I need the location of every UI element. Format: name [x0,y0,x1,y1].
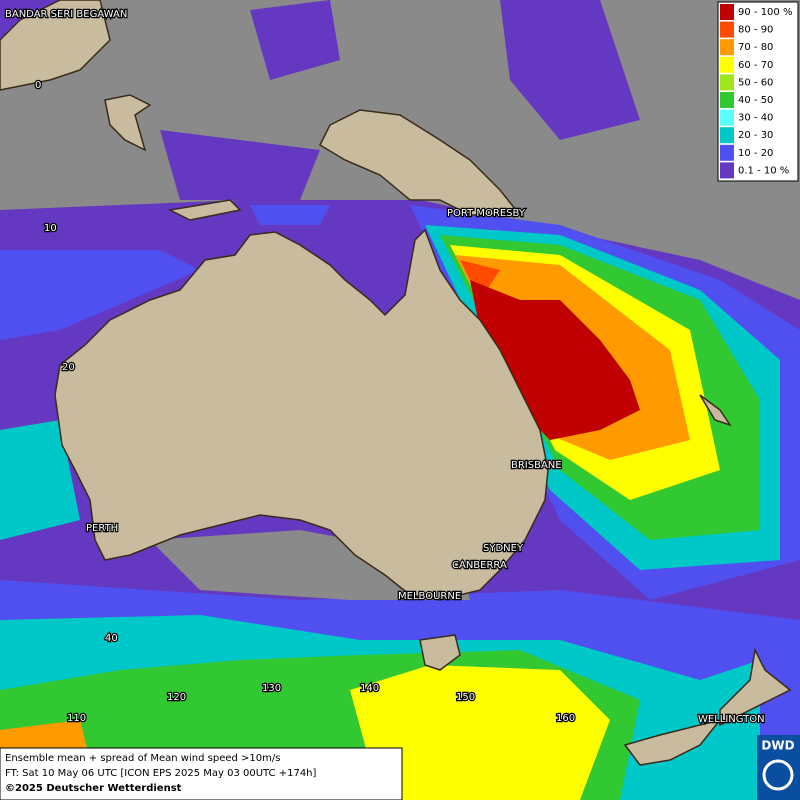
legend-label: 60 - 70 [738,60,773,71]
legend-swatch [720,92,734,108]
legend-label: 40 - 50 [738,95,773,106]
wind-area [250,205,330,225]
grid-label: 130 [262,683,281,694]
city-label: BRISBANE [511,460,562,471]
grid-label: 110 [67,713,86,724]
island [167,199,242,221]
grid-label: 10 [44,223,57,234]
wind-area [470,280,640,440]
city-label: SYDNEY [483,543,524,554]
legend-label: 90 - 100 % [738,7,792,18]
legend-label: 80 - 90 [738,25,773,36]
grid-label: 120 [167,692,186,703]
legend-swatch [720,39,734,56]
legend-swatch [720,127,734,144]
city-label: CANBERRA [452,560,507,571]
legend: 90 - 100 % 80 - 90 70 - 80 60 - 70 50 - 60 40… [717,1,799,182]
footer-line: FT: Sat 10 May 06 UTC [ICON EPS 2025 May… [5,768,317,779]
city-label: WELLINGTON [698,714,765,725]
legend-label: 70 - 80 [738,42,773,53]
new-guinea [319,109,522,216]
footer-line: ©2025 Deutscher Wetterdienst [5,783,182,794]
legend-label: 10 - 20 [738,148,773,159]
wind-area [350,665,610,800]
legend-label: 0.1 - 10 % [738,165,789,176]
borneo [0,0,111,91]
wind-area [160,130,320,200]
logo: DWD [761,739,794,753]
island [699,394,732,427]
city-label: BANDAR SERI BEGAWAN [5,9,127,20]
logo-icon [762,759,794,791]
grid-label: 20 [62,362,75,373]
nz-south [623,718,722,766]
wind-area [0,250,200,340]
legend-label: 50 - 60 [738,77,773,88]
legend-label: 30 - 40 [738,113,773,124]
city-label: PORT MORESBY [447,208,526,219]
land [0,0,792,766]
wind-area [0,420,80,540]
footer-line: Ensemble mean + spread of Mean wind spee… [5,753,280,764]
legend-label: 20 - 30 [738,130,773,141]
nz-north [719,647,792,727]
wind-area [500,0,640,140]
legend-swatch [720,144,734,161]
wind-area [460,260,500,300]
footer: Ensemble mean + spread of Mean wind spee… [5,753,317,794]
legend-swatch [720,56,734,73]
legend-swatch [720,74,734,91]
legend-swatch [720,109,734,126]
sulawesi [104,94,152,152]
legend-swatch [720,162,734,179]
grid-label: 150 [456,692,475,703]
grid-label: 160 [556,713,575,724]
footer-box [0,747,403,801]
tasmania [419,634,461,671]
legend-swatch [720,4,734,20]
city-label: MELBOURNE [398,591,461,602]
wind-area [250,0,340,80]
grid-label: 0 [35,80,41,91]
grid-label: 140 [360,683,379,694]
grid-label: 40 [105,633,118,644]
labels: BANDAR SERI BEGAWAN PORT MORESBY BRISBANE S… [4,8,766,727]
city-label: PERTH [86,523,118,534]
australia [54,228,549,601]
legend-swatch [720,21,734,38]
